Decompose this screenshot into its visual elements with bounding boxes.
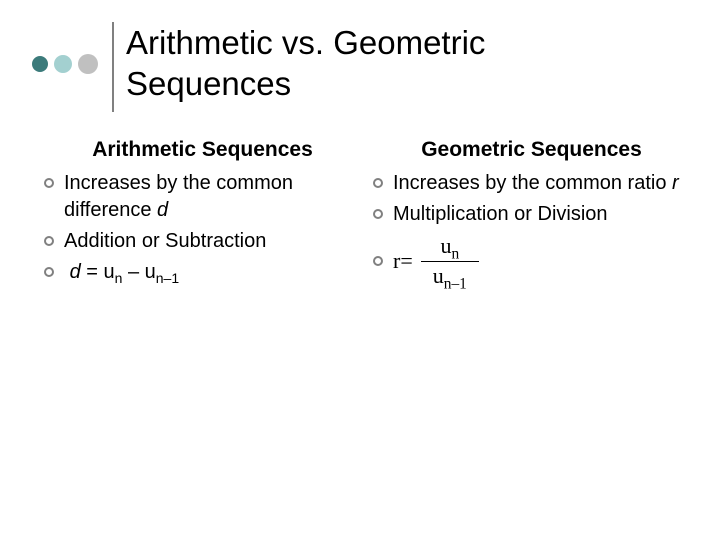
list-item-text: Increases by the common ratio r <box>393 170 690 197</box>
numerator: un <box>428 232 471 261</box>
fraction-formula: r = un un–1 <box>393 232 479 290</box>
text-fragment: = <box>400 246 412 276</box>
denominator: un–1 <box>421 262 479 291</box>
subscript: n–1 <box>156 270 179 286</box>
text-fragment: u <box>433 263 444 288</box>
dot-icon <box>78 54 98 74</box>
decorative-dots <box>32 54 98 74</box>
slide-title: Arithmetic vs. Geometric Sequences <box>126 22 626 105</box>
variable: d <box>70 261 81 283</box>
variable: r <box>672 172 679 194</box>
column-heading: Geometric Sequences <box>373 138 690 162</box>
bullet-icon <box>44 236 54 246</box>
column-heading: Arithmetic Sequences <box>44 138 361 162</box>
subscript: n–1 <box>444 275 467 292</box>
bullet-list: Increases by the common difference d Add… <box>44 170 361 286</box>
bullet-icon <box>44 178 54 188</box>
list-item: Multiplication or Division <box>373 201 690 228</box>
left-column: Arithmetic Sequences Increases by the co… <box>44 138 361 294</box>
text-fragment: – u <box>122 261 155 283</box>
slide-header: Arithmetic vs. Geometric Sequences <box>0 0 720 112</box>
bullet-icon <box>373 256 383 266</box>
dot-icon <box>32 56 48 72</box>
list-item-text: Multiplication or Division <box>393 201 690 228</box>
variable: d <box>157 199 168 221</box>
bullet-icon <box>373 209 383 219</box>
list-item-text: Increases by the common difference d <box>64 170 361 224</box>
list-item: Addition or Subtraction <box>44 228 361 255</box>
list-item-text: Addition or Subtraction <box>64 228 361 255</box>
variable: r <box>393 246 400 276</box>
text-fragment: Increases by the common ratio <box>393 172 672 194</box>
list-item: r = un un–1 <box>373 232 690 290</box>
formula-text: d = un – un–1 <box>64 259 361 286</box>
dot-icon <box>54 55 72 73</box>
bullet-icon <box>373 178 383 188</box>
list-item: Increases by the common difference d <box>44 170 361 224</box>
bullet-icon <box>44 267 54 277</box>
list-item: d = un – un–1 <box>44 259 361 286</box>
list-item: Increases by the common ratio r <box>373 170 690 197</box>
fraction: un un–1 <box>421 232 479 290</box>
right-column: Geometric Sequences Increases by the com… <box>373 138 690 294</box>
text-fragment: u <box>440 233 451 258</box>
formula-text: r = un un–1 <box>393 232 690 290</box>
title-divider <box>112 22 114 112</box>
text-fragment: = u <box>81 261 115 283</box>
slide-content: Arithmetic Sequences Increases by the co… <box>0 112 720 294</box>
text-fragment: Increases by the common difference <box>64 172 293 221</box>
bullet-list: Increases by the common ratio r Multipli… <box>373 170 690 290</box>
